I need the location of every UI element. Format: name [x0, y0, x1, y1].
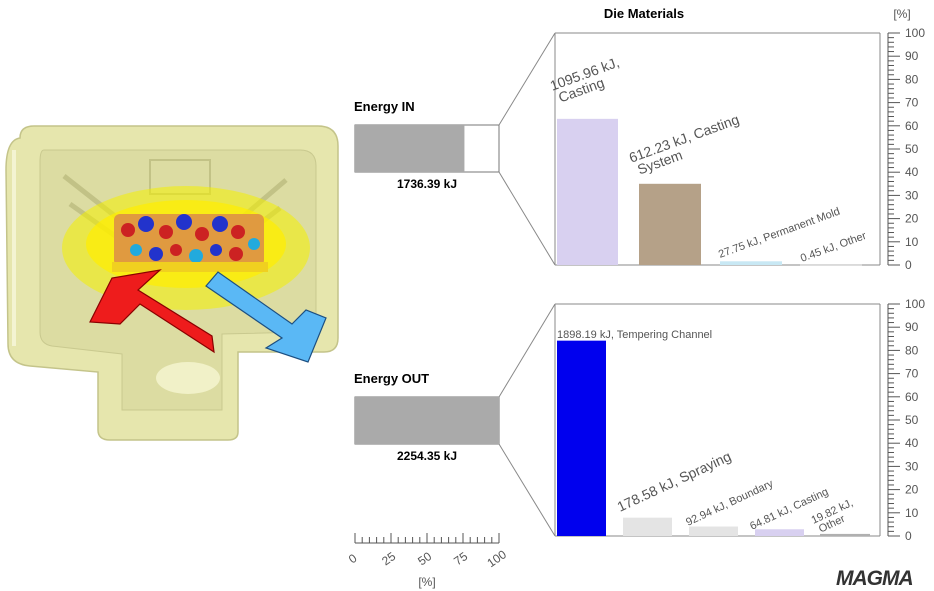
- bar-permanent-mold: [720, 261, 782, 265]
- y-tick-label: 80: [905, 343, 919, 357]
- y-tick-label: 90: [905, 49, 919, 63]
- percent-scale: [%] 0 25 50 75 100: [346, 533, 509, 589]
- energy-in-arrow: [89, 269, 215, 354]
- y-tick-label: 0: [905, 529, 912, 543]
- die-illustration: [5, 125, 339, 441]
- chart-unit: [%]: [893, 7, 910, 21]
- y-tick-label: 80: [905, 72, 919, 86]
- y-tick-label: 50: [905, 413, 919, 427]
- y-tick-label: 50: [905, 142, 919, 156]
- scale-tick-label: 100: [484, 547, 509, 570]
- bar-out-boundary: [689, 526, 738, 536]
- energy-out-label: Energy OUT: [354, 371, 429, 386]
- magma-logo: MAGMA: [836, 567, 913, 590]
- bar-other: [800, 264, 862, 266]
- y-tick-label: 90: [905, 320, 919, 334]
- bar-value-label: 612.23 kJ, Casting System: [627, 111, 746, 179]
- energy-out-chart: 0 10 20 30 40 50 60 70 80 90 100 1898.19 kJ, Temper…: [554, 297, 925, 543]
- energy-in-label: Energy IN: [354, 99, 415, 114]
- y-tick-label: 100: [905, 26, 925, 40]
- bar-value-label: 1898.19 kJ, Tempering Channel: [557, 329, 712, 341]
- y-tick-label: 10: [905, 506, 919, 520]
- y-tick-label: 60: [905, 119, 919, 133]
- y-tick-label: 20: [905, 483, 919, 497]
- bar-value-label: 0.45 kJ, Other: [799, 230, 868, 265]
- energy-out-arrow: [205, 271, 327, 363]
- bar-out-spraying: [623, 517, 672, 536]
- y-tick-label: 100: [905, 297, 925, 311]
- scale-tick-label: 0: [346, 551, 360, 566]
- energy-out-total: 2254.35 kJ: [397, 449, 457, 463]
- scale-tick-label: 50: [415, 549, 434, 568]
- y-tick-label: 30: [905, 459, 919, 473]
- energy-out-summary: Energy OUT 2254.35 kJ: [354, 371, 500, 463]
- y-tick-label: 40: [905, 436, 919, 450]
- y-tick-label: 70: [905, 367, 919, 381]
- bar-out-tempering-channel: [557, 340, 606, 536]
- bar-casting-system: [639, 183, 701, 265]
- chart-title: Die Materials: [604, 6, 684, 21]
- connector-lines: [498, 32, 556, 537]
- die-materials-chart: 0 10 20 30 40 50 60 70 80 90 100 1095.96 kJ, Castin…: [548, 26, 926, 272]
- bar-out-casting: [755, 529, 804, 536]
- scale-tick-label: 25: [379, 549, 398, 568]
- bar-casting: [557, 118, 618, 265]
- bar-out-other: [820, 533, 870, 536]
- energy-in-summary: Energy IN 1736.39 kJ: [354, 99, 500, 191]
- bar-value-label: 1095.96 kJ, Casting: [548, 54, 626, 107]
- y-tick-label: 10: [905, 235, 919, 249]
- y-tick-label: 0: [905, 258, 912, 272]
- energy-in-total: 1736.39 kJ: [397, 177, 457, 191]
- percent-scale-unit: [%]: [418, 575, 435, 589]
- energy-in-bar-fill: [355, 125, 465, 172]
- y-tick-label: 40: [905, 165, 919, 179]
- y-tick-label: 20: [905, 212, 919, 226]
- energy-out-bar-fill: [355, 397, 499, 444]
- casting-hotspots: [121, 214, 260, 263]
- y-tick-label: 30: [905, 188, 919, 202]
- y-tick-label: 60: [905, 390, 919, 404]
- y-tick-label: 70: [905, 96, 919, 110]
- scale-tick-label: 75: [451, 549, 470, 568]
